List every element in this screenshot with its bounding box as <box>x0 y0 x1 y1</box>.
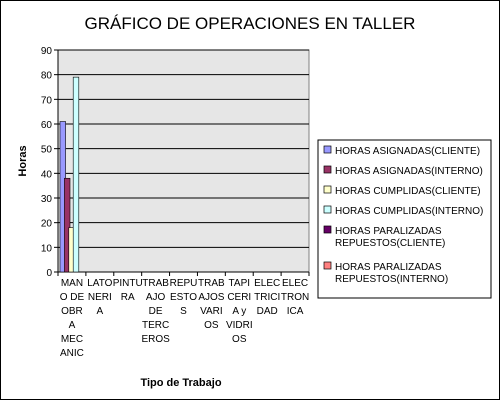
legend-swatch <box>323 205 332 214</box>
y-tick-label: 50 <box>41 145 53 156</box>
bar <box>64 177 71 273</box>
legend-swatch <box>323 225 332 234</box>
category-label: REPU ESTO S <box>170 278 198 317</box>
y-tick-label: 70 <box>41 95 53 106</box>
y-tick-label: 60 <box>41 120 53 131</box>
category-label: ELEC TRON ICA <box>281 278 309 317</box>
y-tick-label: 10 <box>41 243 53 254</box>
legend-box <box>317 139 492 299</box>
y-tick-label: 40 <box>41 169 53 180</box>
legend-swatch <box>323 185 332 194</box>
y-tick-label: 80 <box>41 71 53 82</box>
bar <box>72 76 80 273</box>
legend-label: HORAS CUMPLIDAS(CLIENTE) <box>335 186 481 197</box>
legend-label: HORAS PARALIZADAS REPUESTOS(INTERNO) <box>335 262 448 285</box>
category-label: TRAB AJO DE TERC EROS <box>141 278 170 345</box>
legend-label: HORAS ASIGNADAS(INTERNO) <box>335 166 483 177</box>
category-label: LATO NERI A <box>87 278 112 317</box>
category-label: MAN O DE OBR A MEC ANIC <box>60 278 85 359</box>
legend-swatch <box>323 261 332 270</box>
y-axis-title: Horas <box>17 145 29 176</box>
y-tick-label: 90 <box>41 46 53 57</box>
category-label: TRAB AJOS VARI OS <box>198 278 225 331</box>
category-label: PINTU RA <box>113 278 143 303</box>
y-tick-label: 30 <box>41 194 53 205</box>
chart-title: GRÁFICO DE OPERACIONES EN TALLER <box>85 14 416 33</box>
category-label: TAPI CERI A y VIDRI OS <box>226 278 253 345</box>
legend: HORAS ASIGNADAS(CLIENTE) HORAS ASIGNADAS(… <box>317 139 492 299</box>
x-axis-title: Tipo de Trabajo <box>140 377 221 389</box>
plot-background <box>57 49 310 273</box>
category-label: ELEC TRICI DAD <box>254 278 280 317</box>
plot-area: 0 10 20 30 40 50 60 70 80 90 MAN O DE OBR A MEC ANICLAT… <box>41 46 310 359</box>
y-tick-label: 0 <box>46 268 52 279</box>
legend-label: HORAS CUMPLIDAS(INTERNO) <box>335 206 483 217</box>
y-tick-label: 20 <box>41 219 53 230</box>
legend-label: HORAS PARALIZADAS REPUESTOS(CLIENTE) <box>335 226 445 249</box>
legend-label: HORAS ASIGNADAS(CLIENTE) <box>335 146 480 157</box>
legend-swatch <box>323 145 332 154</box>
legend-swatch <box>323 165 332 174</box>
